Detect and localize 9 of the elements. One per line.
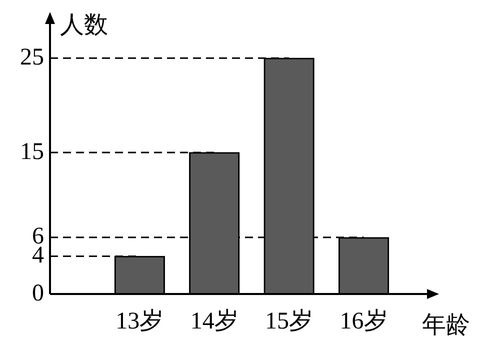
x-tick-label: 16岁 xyxy=(340,308,388,335)
y-tick-label: 25 xyxy=(20,44,44,70)
x-axis-title: 年龄 xyxy=(422,312,470,338)
y-tick-label: 0 xyxy=(32,280,44,306)
y-axis-title: 人数 xyxy=(60,12,108,39)
x-tick-label: 15岁 xyxy=(265,308,314,335)
x-tick-label: 14岁 xyxy=(190,308,238,335)
x-tick-label: 13岁 xyxy=(116,308,164,335)
y-tick-label: 15 xyxy=(20,138,44,165)
